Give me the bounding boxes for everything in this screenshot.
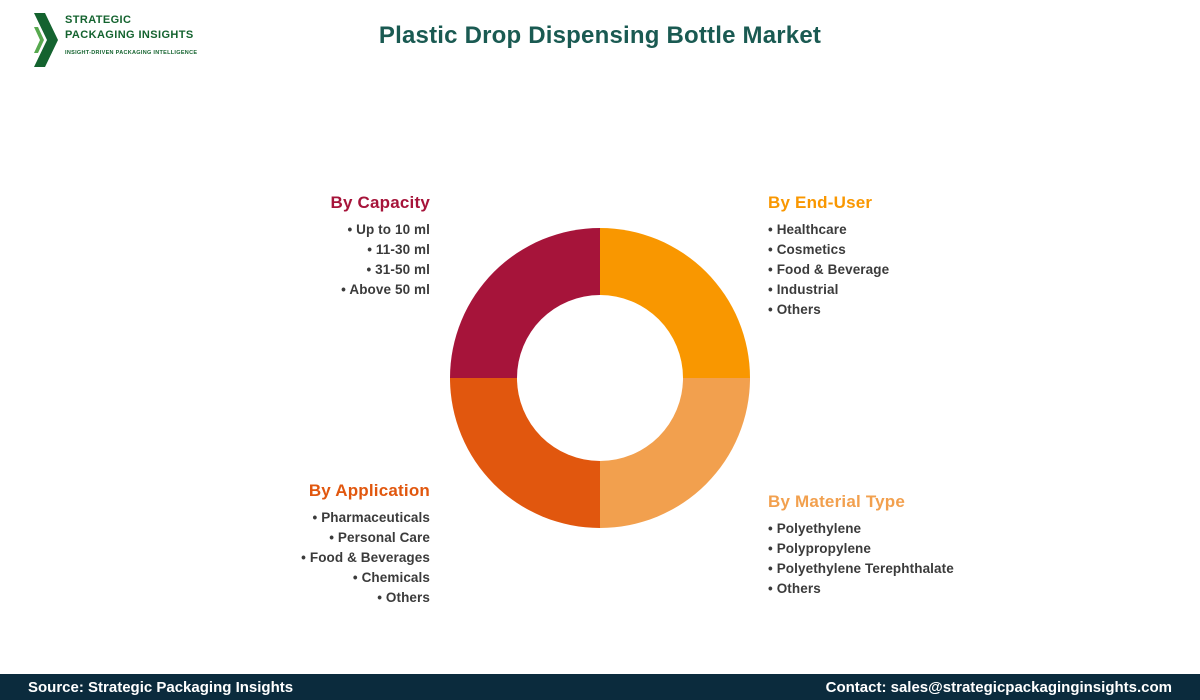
segment-list-capacity: Up to 10 ml 11-30 ml 31-50 ml Above 50 m…: [330, 220, 430, 300]
segment-heading-application: By Application: [308, 481, 430, 500]
page-title: Plastic Drop Dispensing Bottle Market: [378, 22, 822, 49]
segment-list-application: Pharmaceuticals Personal Care Food & Bev…: [301, 508, 430, 608]
list-item: 31-50 ml: [330, 260, 430, 280]
list-item: Others: [301, 588, 430, 608]
segment-heading-material-type: By Material Type: [768, 492, 906, 511]
segment-list-end-user: Healthcare Cosmetics Food & Beverage Ind…: [768, 220, 889, 320]
list-item: Above 50 ml: [330, 280, 430, 300]
list-item: Polypropylene: [768, 539, 954, 559]
list-item: Up to 10 ml: [330, 220, 430, 240]
list-item: Polyethylene Terephthalate: [768, 559, 954, 579]
list-item: Pharmaceuticals: [301, 508, 430, 528]
footer-bar: Source: Strategic Packaging Insights Con…: [0, 674, 1200, 700]
list-item: Industrial: [768, 280, 889, 300]
list-item: 11-30 ml: [330, 240, 430, 260]
list-item: Polyethylene: [768, 519, 954, 539]
logo: STRATEGIC PACKAGING INSIGHTS INSIGHT-DRI…: [34, 13, 197, 67]
segment-block-material-type: By Material Type Polyethylene Polypropyl…: [768, 492, 954, 599]
footer-contact: Contact: sales@strategicpackaginginsight…: [825, 678, 1172, 696]
donut-chart: [450, 228, 750, 528]
segment-list-material-type: Polyethylene Polypropylene Polyethylene …: [768, 519, 954, 599]
segment-heading-end-user: By End-User: [768, 193, 873, 212]
logo-chevron-icon: [34, 13, 58, 67]
segment-block-end-user: By End-User Healthcare Cosmetics Food & …: [768, 193, 889, 320]
logo-tagline: INSIGHT-DRIVEN PACKAGING INTELLIGENCE: [65, 50, 198, 56]
list-item: Others: [768, 300, 889, 320]
logo-name-line1: STRATEGIC: [65, 14, 132, 26]
donut-hole: [517, 295, 683, 461]
list-item: Food & Beverage: [768, 260, 889, 280]
segment-block-capacity: By Capacity Up to 10 ml 11-30 ml 31-50 m…: [330, 193, 430, 300]
list-item: Chemicals: [301, 568, 430, 588]
segment-heading-capacity: By Capacity: [330, 193, 430, 212]
footer-source: Source: Strategic Packaging Insights: [28, 678, 294, 696]
logo-name-line2: PACKAGING INSIGHTS: [65, 29, 194, 41]
list-item: Food & Beverages: [301, 548, 430, 568]
list-item: Personal Care: [301, 528, 430, 548]
logo-text: STRATEGIC PACKAGING INSIGHTS INSIGHT-DRI…: [65, 13, 197, 56]
list-item: Healthcare: [768, 220, 889, 240]
list-item: Others: [768, 579, 954, 599]
list-item: Cosmetics: [768, 240, 889, 260]
segment-block-application: By Application Pharmaceuticals Personal …: [301, 481, 430, 608]
